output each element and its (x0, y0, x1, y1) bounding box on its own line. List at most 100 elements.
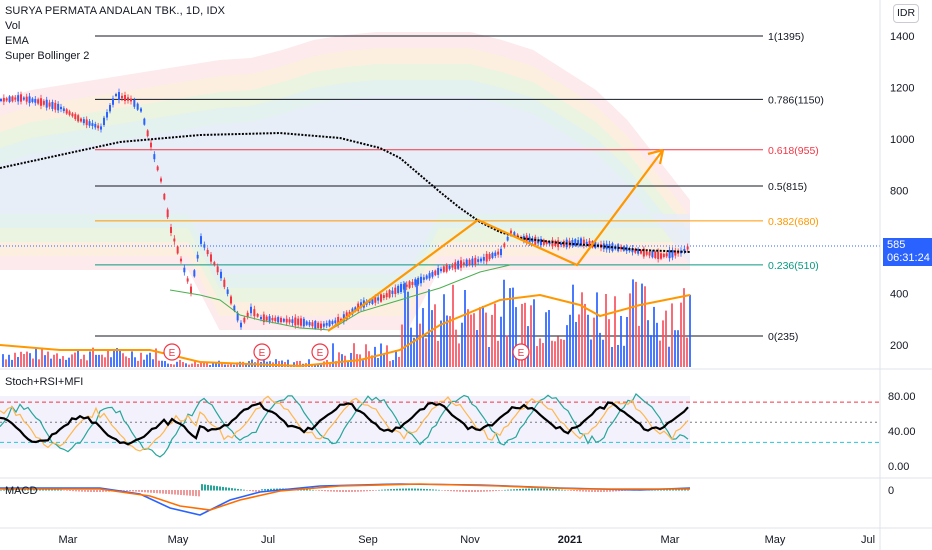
macd-histogram-bar (492, 490, 494, 492)
candle-body (394, 287, 397, 295)
volume-bar (200, 361, 202, 367)
currency-button[interactable]: IDR (893, 4, 919, 23)
macd-histogram-bar (132, 490, 134, 492)
macd-histogram-bar (252, 490, 254, 492)
candle-body (143, 118, 146, 125)
time-tick-label: 2021 (558, 534, 582, 546)
candle-body (385, 293, 388, 298)
volume-bar (677, 330, 679, 367)
volume-bar (281, 360, 283, 367)
macd-histogram-bar (162, 490, 164, 494)
macd-histogram-bar (306, 489, 308, 491)
price-tick-label: 200 (890, 340, 908, 352)
last-price-value: 585 (887, 239, 906, 251)
candle-body (417, 277, 420, 285)
macd-histogram-bar (507, 489, 509, 491)
volume-bar (86, 360, 88, 367)
macd-histogram-bar (579, 490, 581, 492)
candle-body (411, 281, 414, 285)
macd-histogram-bar (555, 489, 557, 491)
candle-body (497, 251, 500, 255)
fib-level-label: 0.5(815) (768, 181, 807, 193)
candle-body (400, 284, 402, 292)
macd-histogram-bar (597, 490, 599, 492)
candle-body (203, 244, 206, 248)
indicator-ema[interactable]: EMA (5, 35, 29, 47)
macd-histogram-bar (615, 490, 617, 492)
symbol-title[interactable]: SURYA PERMATA ANDALAN TBK., 1D, IDX (5, 5, 226, 17)
candle-body (440, 268, 442, 272)
macd-histogram-bar (405, 488, 407, 491)
macd-histogram-bar (147, 490, 149, 493)
candle-body (271, 318, 274, 321)
volume-bar (35, 347, 37, 367)
candle-body (170, 227, 172, 233)
candle-body (196, 254, 199, 259)
time-tick-label: Mar (59, 534, 78, 546)
volume-bar (392, 360, 394, 367)
candle-body (230, 296, 232, 304)
macd-histogram-bar (186, 490, 188, 496)
candle-body (115, 93, 117, 97)
candle-body (124, 95, 126, 101)
candle-body (528, 236, 531, 243)
candle-body (622, 246, 625, 251)
volume-bar (89, 351, 91, 367)
volume-bar (452, 284, 454, 367)
macd-histogram-bar (687, 489, 689, 491)
time-tick-label: Nov (460, 534, 480, 546)
macd-histogram-bar (333, 490, 335, 492)
volume-bar (551, 340, 553, 367)
volume-bar (440, 320, 442, 367)
volume-bar (581, 292, 583, 367)
macd-histogram-bar (201, 484, 203, 491)
stoch-axis-label: 80.00 (888, 391, 916, 403)
time-tick-label: Jul (261, 534, 275, 546)
macd-histogram-bar (363, 490, 365, 492)
macd-histogram-bar (261, 489, 263, 491)
macd-histogram-bar (66, 490, 68, 491)
macd-histogram-bar (600, 490, 602, 492)
volume-bar (428, 289, 430, 367)
candle-body (648, 251, 651, 256)
macd-histogram-bar (438, 489, 440, 491)
candle-body (94, 123, 97, 128)
macd-pane-label[interactable]: MACD (5, 485, 38, 497)
volume-bar (218, 360, 220, 367)
volume-bar (92, 347, 94, 367)
indicator-super-bollinger[interactable]: Super Bollinger 2 (5, 50, 90, 62)
volume-bar (515, 307, 517, 367)
indicator-vol[interactable]: Vol (5, 20, 21, 32)
macd-histogram-bar (339, 490, 341, 492)
candle-body (420, 276, 422, 284)
volume-bar (410, 327, 412, 367)
candle-body (150, 142, 152, 148)
volume-bar (188, 364, 190, 367)
candle-body (320, 323, 322, 329)
fib-level-label: 0.618(955) (768, 145, 819, 157)
macd-histogram-bar (63, 490, 65, 491)
candle-body (240, 322, 242, 328)
volume-bar (476, 330, 478, 367)
macd-histogram-bar (489, 490, 491, 492)
volume-bar (341, 354, 343, 367)
volume-bar (104, 357, 106, 367)
price-tick-label: 400 (890, 289, 908, 301)
stoch-pane-label[interactable]: Stoch+RSI+MFI (5, 376, 84, 388)
candle-body (674, 250, 677, 256)
volume-bar (338, 352, 340, 367)
price-tick-label: 1000 (890, 134, 914, 146)
candle-body (577, 240, 580, 245)
candle-body (223, 279, 226, 287)
volume-bar (98, 354, 100, 367)
macd-histogram-bar (453, 490, 455, 492)
candles (0, 88, 689, 332)
volume-bar (470, 314, 472, 367)
volume-bar (221, 363, 223, 367)
candle-body (425, 275, 428, 279)
volume-bar (650, 335, 652, 367)
macd-histogram-bar (426, 489, 428, 491)
